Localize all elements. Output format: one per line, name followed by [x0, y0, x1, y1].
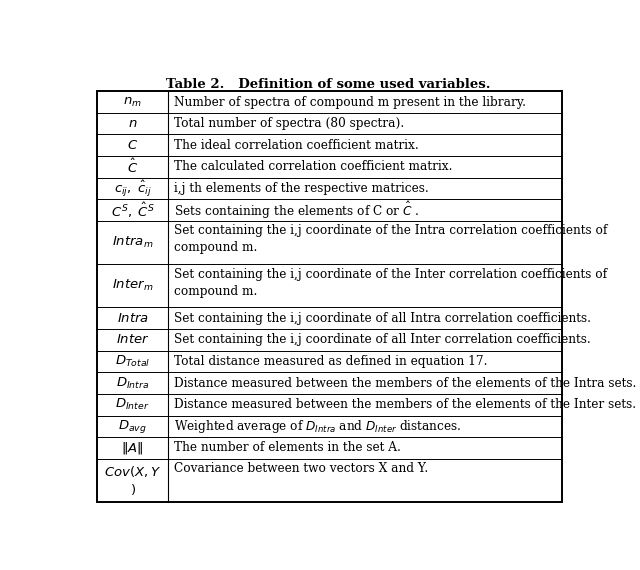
Text: Set containing the i,j coordinate of the Inter correlation coefficients of
compo: Set containing the i,j coordinate of the…	[174, 268, 607, 298]
Text: $c_{ij},\; \hat{c}_{ij}$: $c_{ij},\; \hat{c}_{ij}$	[114, 178, 152, 198]
Text: $D_{\mathit{Intra}}$: $D_{\mathit{Intra}}$	[116, 376, 149, 390]
Text: $\mathit{Inter}_m$: $\mathit{Inter}_m$	[112, 278, 154, 294]
Text: $n_m$: $n_m$	[124, 96, 142, 108]
Text: Distance measured between the members of the elements of the Intra sets.: Distance measured between the members of…	[174, 377, 636, 390]
Text: $\mathit{Intra}_m$: $\mathit{Intra}_m$	[112, 235, 154, 250]
Text: Weighted average of $D_{\mathit{Intra}}$ and $D_{\mathit{Inter}}$ distances.: Weighted average of $D_{\mathit{Intra}}$…	[174, 418, 461, 435]
Text: Covariance between two vectors X and Y.: Covariance between two vectors X and Y.	[174, 462, 428, 475]
Text: $D_{\mathit{Inter}}$: $D_{\mathit{Inter}}$	[115, 397, 150, 412]
Text: Set containing the i,j coordinate of all Inter correlation coefficients.: Set containing the i,j coordinate of all…	[174, 333, 591, 347]
Text: The calculated correlation coefficient matrix.: The calculated correlation coefficient m…	[174, 160, 452, 173]
Text: $\mathit{Intra}$: $\mathit{Intra}$	[116, 312, 148, 325]
Text: $C$: $C$	[127, 139, 138, 152]
Text: Set containing the i,j coordinate of all Intra correlation coefficients.: Set containing the i,j coordinate of all…	[174, 312, 591, 325]
Text: Sets containing the elements of C or $\hat{C}$ .: Sets containing the elements of C or $\h…	[174, 200, 420, 221]
Text: $D_{avg}$: $D_{avg}$	[118, 418, 147, 435]
Text: $D_{\mathit{Total}}$: $D_{\mathit{Total}}$	[115, 354, 150, 369]
Text: Total distance measured as defined in equation 17.: Total distance measured as defined in eq…	[174, 355, 488, 368]
Text: $\mathit{Cov}(X,Y$
$)$: $\mathit{Cov}(X,Y$ $)$	[104, 464, 161, 496]
Text: Total number of spectra (80 spectra).: Total number of spectra (80 spectra).	[174, 117, 404, 130]
Text: $\mathit{Inter}$: $\mathit{Inter}$	[116, 333, 150, 347]
Text: Table 2.   Definition of some used variables.: Table 2. Definition of some used variabl…	[166, 79, 490, 92]
Text: Number of spectra of compound m present in the library.: Number of spectra of compound m present …	[174, 96, 526, 108]
Text: $C^S,\; \hat{C}^S$: $C^S,\; \hat{C}^S$	[111, 201, 154, 219]
Text: $\hat{C}$: $\hat{C}$	[127, 158, 138, 176]
Text: The ideal correlation coefficient matrix.: The ideal correlation coefficient matrix…	[174, 139, 419, 152]
Text: $n$: $n$	[128, 117, 138, 130]
Text: Distance measured between the members of the elements of the Inter sets.: Distance measured between the members of…	[174, 398, 636, 411]
Text: Set containing the i,j coordinate of the Intra correlation coefficients of
compo: Set containing the i,j coordinate of the…	[174, 225, 607, 254]
Text: i,j th elements of the respective matrices.: i,j th elements of the respective matric…	[174, 182, 429, 195]
Text: The number of elements in the set A.: The number of elements in the set A.	[174, 442, 401, 454]
Text: $\|A\|$: $\|A\|$	[122, 440, 144, 456]
